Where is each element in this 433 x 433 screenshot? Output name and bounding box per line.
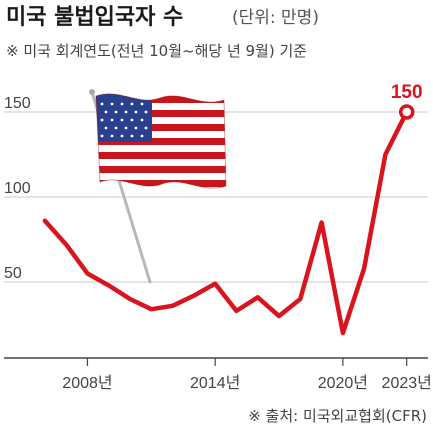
y-tick-label: 100 xyxy=(4,180,31,197)
y-tick-label: 50 xyxy=(4,265,22,282)
chart-subtitle: ※ 미국 회계연도(전년 10월~해당 년 9월) 기준 xyxy=(6,42,307,60)
x-tick-label: 2014년 xyxy=(190,374,240,392)
us-flag-icon xyxy=(89,89,227,284)
chart-unit: (단위: 만명) xyxy=(232,8,319,28)
data-label: 150 xyxy=(391,82,423,103)
chart-title: 미국 불법입국자 수 xyxy=(6,5,183,30)
end-point-marker xyxy=(398,104,415,120)
y-tick-label: 150 xyxy=(4,95,31,112)
series-line xyxy=(42,109,409,336)
x-tick-label: 2020년 xyxy=(318,374,368,392)
y-axis: 50 100 150 xyxy=(4,95,31,282)
x-tick-label: 2008년 xyxy=(62,374,112,392)
x-tick-label: 2023년 xyxy=(382,374,432,392)
series-group: 150 xyxy=(42,82,423,336)
source-note: ※ 출처: 미국외교협회(CFR) xyxy=(248,407,427,425)
x-axis: 2008년 2014년 2020년 2023년 xyxy=(62,358,432,392)
